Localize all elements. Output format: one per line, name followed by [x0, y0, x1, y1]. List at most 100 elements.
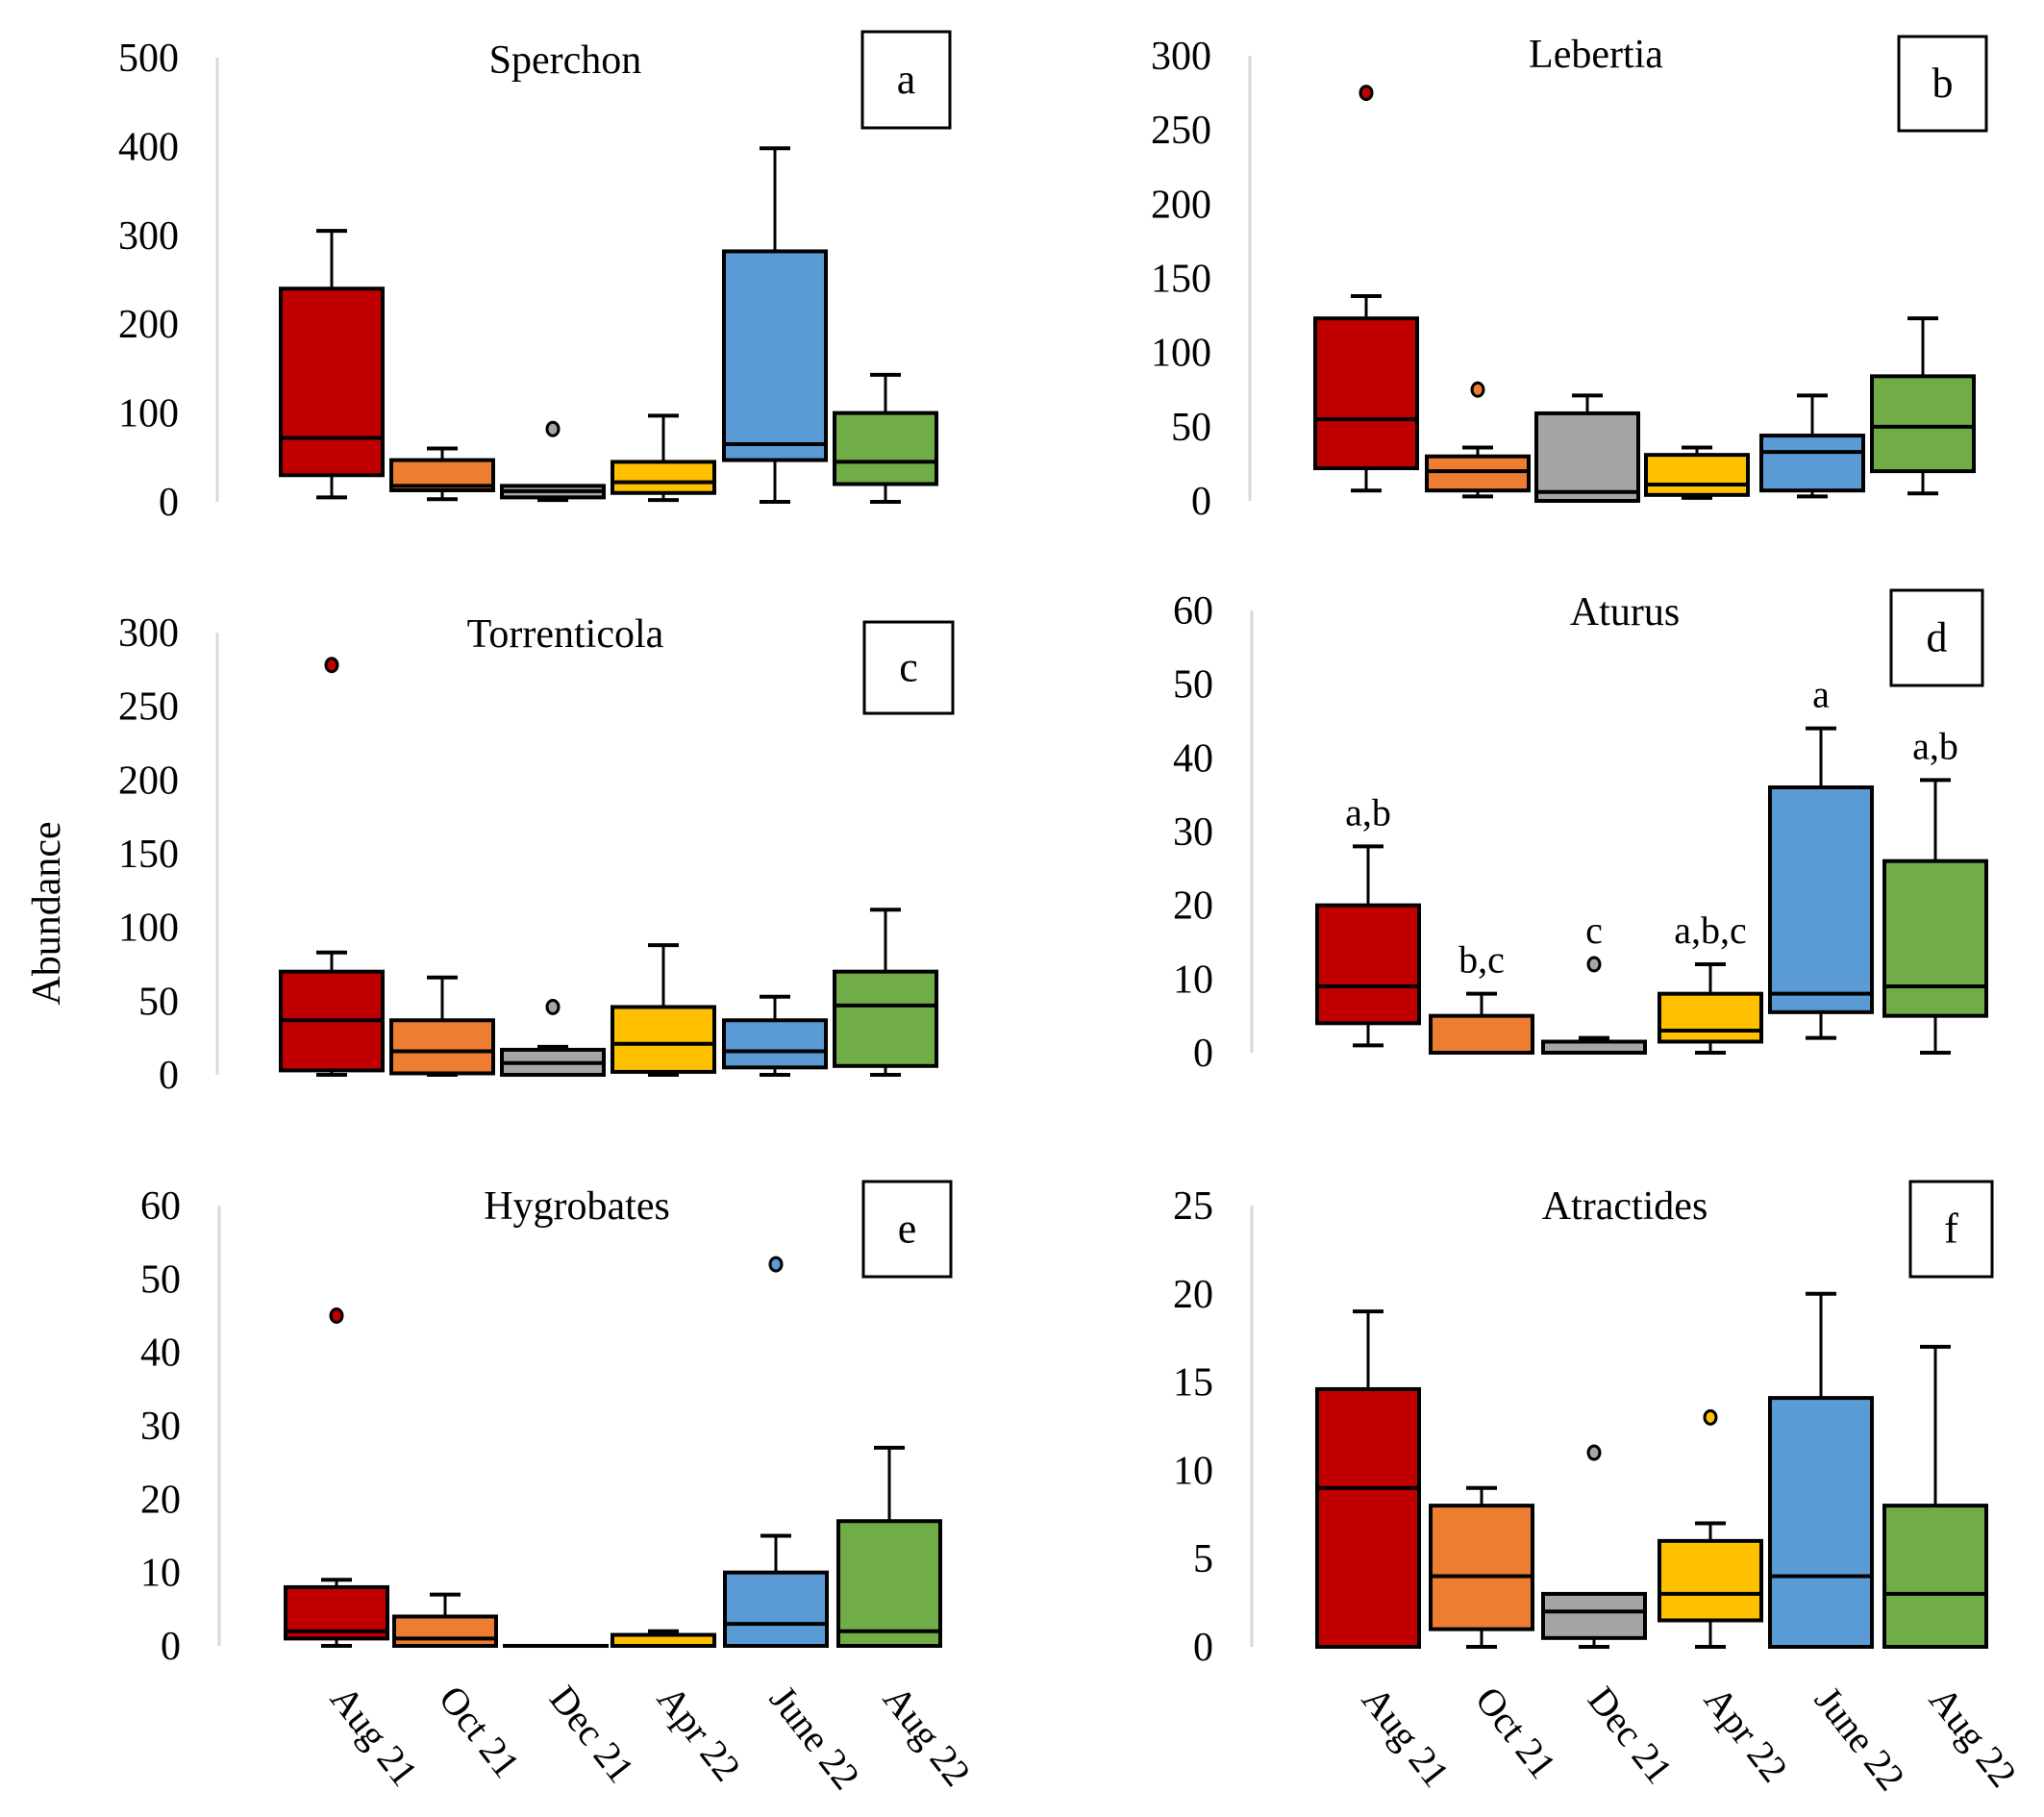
y-tick-label: 40	[140, 1332, 181, 1376]
y-tick-label: 100	[118, 907, 179, 951]
y-tick-label: 50	[1171, 406, 1211, 450]
box-june-22	[723, 1256, 829, 1648]
iqr-box	[1315, 903, 1421, 1026]
panel-letter: a	[897, 56, 916, 103]
iqr-box	[1768, 785, 1874, 1014]
box-aug-21	[1315, 1309, 1421, 1649]
significance-label: a,b	[1345, 790, 1391, 834]
box-aug-22	[1870, 316, 1976, 496]
x-tick-label: Apr 22	[1696, 1679, 1797, 1790]
iqr-box	[389, 1018, 495, 1076]
y-tick-label: 200	[118, 303, 179, 347]
box-dec-21	[500, 420, 606, 503]
panel-letter-box	[1897, 35, 1988, 133]
iqr-box	[1882, 1504, 1988, 1649]
box-apr-22: a,b,c	[1658, 908, 1763, 1055]
box-aug-21: a,b	[1315, 790, 1421, 1048]
iqr-box	[1870, 374, 1976, 474]
x-tick-label: Aug 22	[1921, 1679, 2026, 1795]
y-tick-label: 100	[118, 392, 179, 436]
box-dec-21	[500, 998, 606, 1078]
iqr-box	[1313, 316, 1419, 471]
y-tick-label: 10	[1173, 1449, 1213, 1493]
iqr-box	[1315, 1386, 1421, 1649]
panel-a: 0 100 200 300 400 500 Sperchon a	[118, 30, 952, 525]
outlier-point	[1586, 956, 1602, 973]
panel-d: 0 10 20 30 40 50 60 Aturus d a,b b,c c a,b,c a a,b	[1173, 588, 1988, 1076]
iqr-box	[723, 1570, 829, 1648]
box-june-22	[722, 146, 828, 504]
box-oct-21	[389, 975, 495, 1077]
y-tick-label: 50	[138, 980, 179, 1024]
y-tick-label: 0	[161, 1625, 181, 1669]
box-aug-21	[279, 229, 385, 500]
y-tick-label: 10	[140, 1552, 181, 1596]
panel-letter-box	[1908, 1180, 1994, 1279]
y-tick-label: 20	[1173, 1273, 1213, 1317]
panel-title: Lebertia	[1529, 33, 1663, 77]
outlier-point	[329, 1307, 344, 1324]
panel-c: 0 50 100 150 200 250 300 Torrenticola c	[118, 611, 955, 1098]
y-tick-label: 300	[1151, 35, 1211, 79]
iqr-box	[1644, 453, 1750, 497]
y-tick-label: 0	[1191, 480, 1211, 524]
y-tick-label: 15	[1173, 1361, 1213, 1406]
y-tick-label: 0	[159, 481, 179, 525]
box-aug-22	[1882, 1344, 1988, 1649]
significance-label: a,b	[1912, 724, 1958, 767]
y-tick-label: 400	[118, 125, 179, 169]
significance-label: c	[1585, 908, 1603, 952]
iqr-box	[611, 460, 716, 495]
x-tick-label: June 22	[1807, 1679, 1913, 1799]
iqr-box	[1429, 1504, 1534, 1631]
box-apr-22	[1644, 445, 1750, 500]
outlier-point	[324, 657, 339, 674]
box-apr-22	[611, 943, 716, 1077]
outlier-point	[1586, 1444, 1602, 1461]
panel-letter: d	[1927, 614, 1948, 661]
iqr-box	[722, 249, 828, 462]
panel-letter: b	[1932, 60, 1954, 107]
iqr-box	[611, 1005, 716, 1074]
x-tick-label: Aug 22	[875, 1678, 980, 1794]
outlier-point	[545, 998, 561, 1015]
box-aug-21	[284, 1307, 389, 1648]
y-tick-label: 10	[1173, 958, 1213, 1002]
outlier-point	[768, 1256, 784, 1273]
y-tick-label: 250	[1151, 109, 1211, 153]
panel-title: Torrenticola	[467, 612, 664, 657]
box-aug-22	[836, 1445, 942, 1648]
box-aug-22	[833, 908, 938, 1077]
x-tick-label: Oct 21	[431, 1678, 529, 1786]
y-tick-label: 300	[118, 214, 179, 259]
panel-letter: e	[898, 1206, 917, 1253]
y-tick-label: 500	[118, 37, 179, 81]
box-oct-21	[392, 1592, 498, 1649]
y-tick-label: 50	[140, 1257, 181, 1302]
panel-letter: c	[899, 644, 918, 691]
panel-letter-box	[1889, 588, 1984, 687]
panel-e: 0 10 20 30 40 50 60 Hygrobates e Aug 21 Oct 21 Dec …	[140, 1180, 980, 1798]
y-tick-label: 100	[1151, 332, 1211, 376]
y-tick-label: 30	[1173, 810, 1213, 855]
outlier-point	[1703, 1408, 1718, 1426]
x-tick-label: Oct 21	[1467, 1679, 1565, 1787]
iqr-box	[1882, 859, 1988, 1018]
x-tick-label: Apr 22	[649, 1678, 750, 1789]
box-june-22: a	[1768, 673, 1874, 1040]
x-tick-label: Dec 21	[541, 1678, 643, 1791]
significance-label: b,c	[1458, 938, 1505, 982]
box-apr-22	[1658, 1408, 1763, 1649]
box-apr-22	[611, 1629, 716, 1649]
iqr-box	[1759, 434, 1865, 493]
y-tick-label: 20	[1173, 884, 1213, 929]
box-aug-22: a,b	[1882, 724, 1988, 1055]
box-dec-21: c	[1541, 908, 1647, 1055]
y-tick-label: 250	[118, 685, 179, 730]
y-tick-label: 150	[1151, 258, 1211, 302]
box-oct-21: b,c	[1429, 938, 1534, 1055]
panel-b: 0 50 100 150 200 250 300 Lebertia b	[1151, 33, 1988, 524]
